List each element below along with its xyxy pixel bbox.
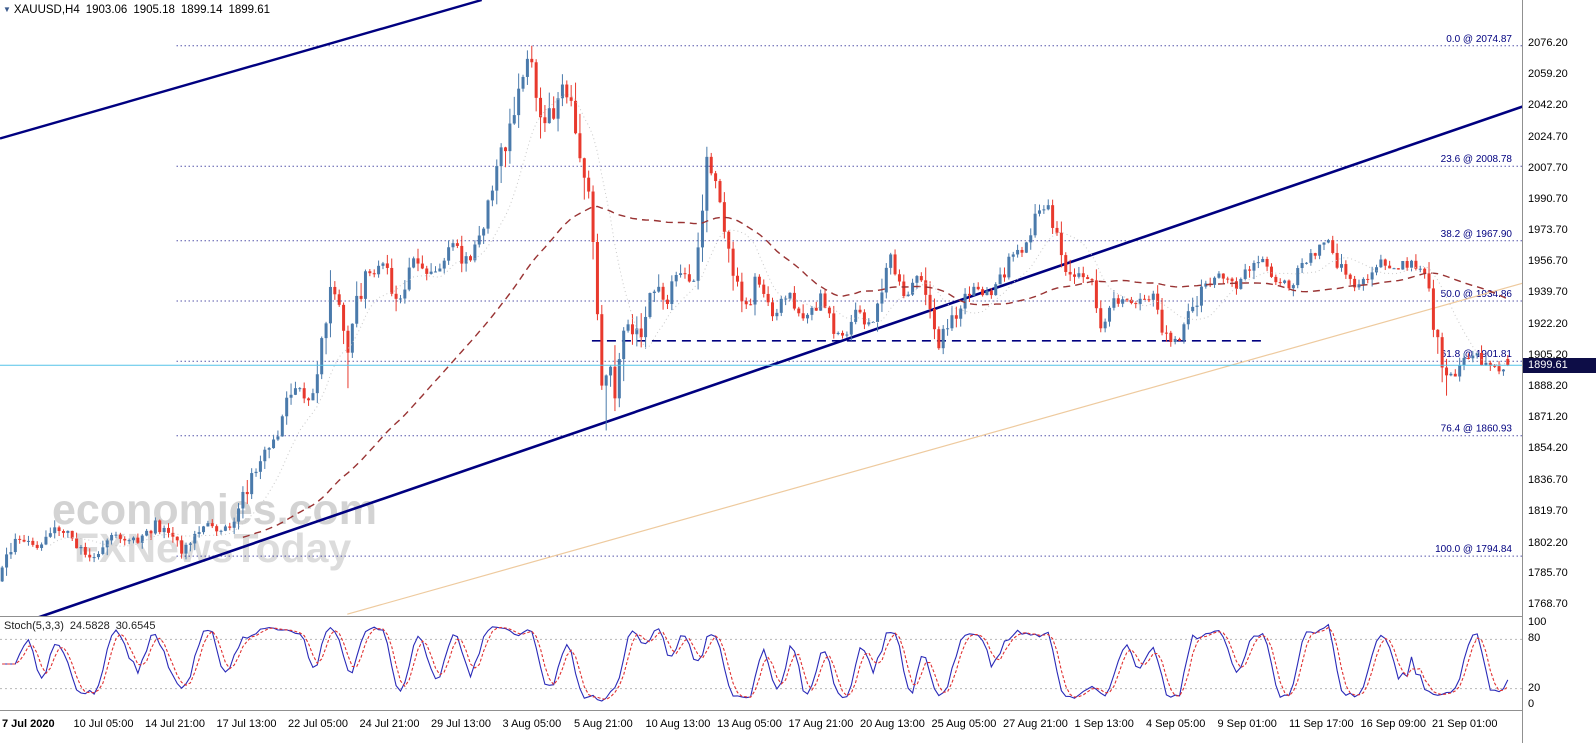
time-label: 3 Aug 05:00 — [502, 718, 562, 730]
price-tick-label: 1973.70 — [1528, 224, 1568, 237]
price-tick-label: 2007.70 — [1528, 162, 1568, 175]
stoch-axis-label: 20 — [1528, 681, 1541, 694]
time-label: 24 Jul 21:00 — [359, 718, 420, 730]
low-value: 1899.14 — [180, 4, 223, 16]
time-label: 4 Sep 05:00 — [1146, 718, 1206, 730]
price-tick-label: 1854.20 — [1528, 441, 1568, 454]
fib-level-label: 50.0 @ 1934.86 — [1441, 289, 1513, 300]
time-label: 25 Aug 05:00 — [931, 718, 997, 730]
fib-level-label: 23.6 @ 2008.78 — [1441, 154, 1513, 165]
long-term-orange-trendline — [347, 282, 1522, 615]
stoch-axis-label: 0 — [1528, 698, 1535, 710]
price-tick-label: 1871.20 — [1528, 410, 1568, 423]
time-label: 20 Aug 13:00 — [860, 718, 925, 730]
price-tick-label: 1768.70 — [1528, 597, 1568, 610]
stoch-axis-label: 100 — [1528, 616, 1547, 628]
time-label: 22 Jul 05:00 — [288, 718, 348, 730]
moving-average-56 — [242, 205, 1509, 538]
candlestick-canvas[interactable]: 0.0 @ 2074.87 23.6 @ 2008.78 38.2 @ 1967.9… — [0, 0, 1522, 616]
fib-level-label: 38.2 @ 1967.90 — [1441, 229, 1513, 240]
fib-level-label: 100.0 @ 1794.84 — [1435, 544, 1512, 555]
upper-channel-trendline — [0, 0, 483, 140]
price-tick-label: 1990.70 — [1528, 193, 1568, 206]
fib-level-label: 0.0 @ 2074.87 — [1446, 34, 1512, 45]
price-tick-label: 2076.20 — [1528, 37, 1568, 50]
price-tick-label: 2024.70 — [1528, 131, 1568, 144]
price-tick-label: 1836.70 — [1528, 473, 1568, 486]
time-label: 13 Aug 05:00 — [717, 718, 782, 730]
time-label: 9 Sep 01:00 — [1217, 718, 1277, 730]
moving-average-12 — [49, 93, 1508, 547]
time-label: 10 Jul 05:00 — [73, 718, 134, 730]
price-tick-label: 1905.20 — [1528, 349, 1568, 362]
high-value: 1905.18 — [133, 4, 175, 16]
stoch-d-value: 30.6545 — [115, 620, 156, 632]
time-label: 29 Jul 13:00 — [431, 718, 491, 730]
price-tick-label: 1802.20 — [1528, 536, 1568, 549]
stoch-axis-label: 80 — [1528, 632, 1541, 645]
indicator-header: Stoch(5,3,3) 24.5828 30.6545 — [4, 620, 161, 632]
open-value: 1903.06 — [85, 4, 128, 16]
time-label: 10 Aug 13:00 — [645, 718, 711, 730]
fib-level-label: 76.4 @ 1860.93 — [1441, 424, 1513, 435]
time-label: 5 Aug 21:00 — [574, 718, 633, 730]
stochastic-panel[interactable]: Stoch(5,3,3) 24.5828 30.6545 — [0, 616, 1522, 711]
price-tick-label: 1922.20 — [1528, 318, 1568, 331]
ohlc-readout: ▼ XAUUSD,H4 1903.06 1905.18 1899.14 1899.61 — [3, 4, 276, 16]
time-label: 7 Jul 2020 — [2, 718, 55, 730]
price-tick-label: 1785.70 — [1528, 566, 1568, 579]
price-tick-label: 2042.20 — [1528, 99, 1568, 112]
time-label: 11 Sep 17:00 — [1289, 718, 1354, 730]
stoch-main-line — [2, 623, 1509, 702]
stoch-k-value: 24.5828 — [69, 620, 110, 632]
time-label: 17 Aug 21:00 — [788, 718, 854, 730]
price-axis[interactable]: 1899.61 2076.20 2059.20 2042.20 2024.70 2007… — [1522, 0, 1596, 743]
time-label: 27 Aug 21:00 — [1003, 718, 1068, 730]
time-axis[interactable]: 7 Jul 2020 10 Jul 05:00 14 Jul 21:00 17 Jul… — [0, 710, 1522, 743]
indicator-name: Stoch(5,3,3) — [4, 620, 64, 632]
candles — [0, 45, 1510, 582]
price-tick-label: 1939.70 — [1528, 286, 1568, 299]
time-label: 1 Sep 13:00 — [1074, 718, 1134, 730]
current-price-badge: 1899.61 — [1523, 358, 1596, 374]
price-tick-label: 1819.70 — [1528, 504, 1568, 517]
time-label: 17 Jul 13:00 — [216, 718, 277, 730]
price-tick-label: 1888.20 — [1528, 380, 1568, 392]
time-label: 21 Sep 01:00 — [1432, 718, 1498, 730]
symbol-timeframe: XAUUSD,H4 — [13, 4, 80, 16]
symbol-marker-icon: ▼ — [3, 5, 11, 14]
stochastic-canvas[interactable] — [0, 618, 1522, 710]
main-uptrend-trendline — [38, 105, 1522, 616]
time-label: 14 Jul 21:00 — [145, 718, 205, 730]
stochastic-axis: 100 80 20 0 — [1523, 616, 1595, 711]
stoch-signal-line — [2, 626, 1509, 701]
main-chart-area[interactable]: economies.com FXNewsToday 0.0 @ 2074.87 2… — [0, 0, 1522, 616]
price-tick-label: 1956.70 — [1528, 255, 1568, 268]
close-value: 1899.61 — [228, 4, 271, 16]
time-label: 16 Sep 09:00 — [1360, 718, 1426, 730]
price-tick-label: 2059.20 — [1528, 68, 1568, 81]
